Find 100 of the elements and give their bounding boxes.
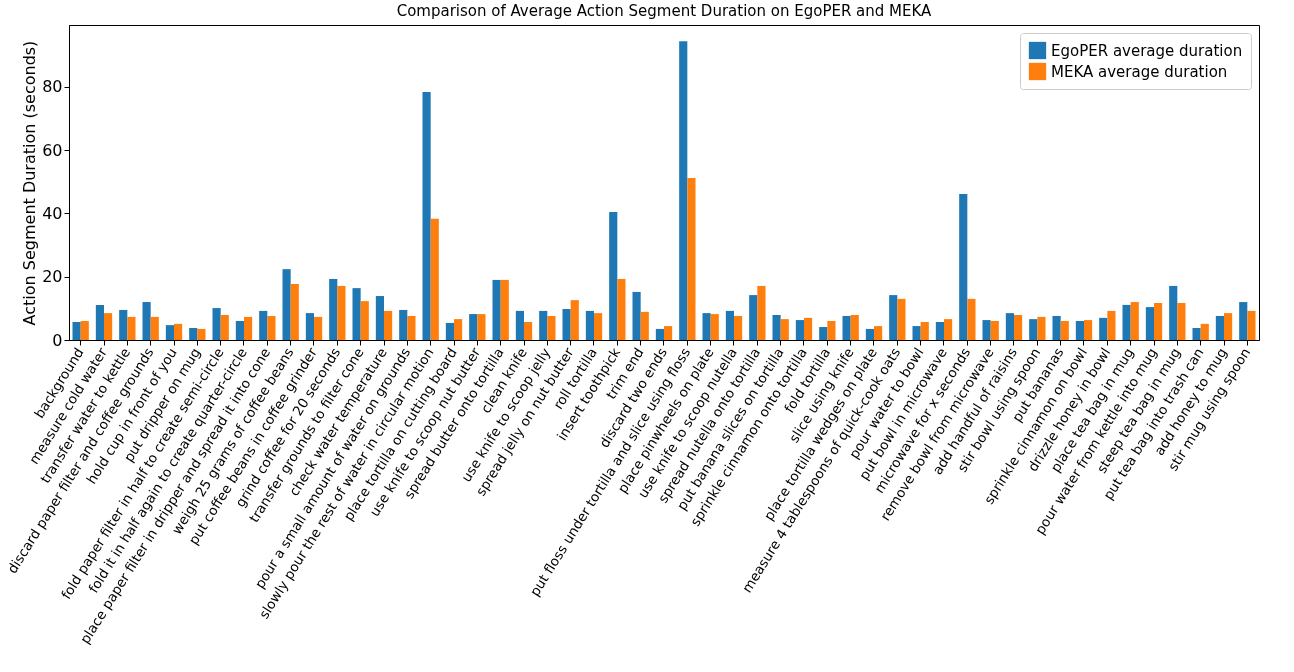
bar <box>664 326 673 340</box>
bar <box>104 313 113 340</box>
bar <box>337 285 346 340</box>
y-tick-label: 80 <box>42 77 63 97</box>
y-axis-title: Action Segment Duration (seconds) <box>20 40 40 326</box>
bar <box>1130 302 1139 340</box>
bar <box>827 321 836 340</box>
bar <box>795 320 804 340</box>
bar <box>640 311 649 340</box>
bar <box>1177 303 1186 340</box>
bar <box>1084 320 1093 340</box>
bar <box>547 315 556 340</box>
bar <box>1200 323 1209 340</box>
bar <box>842 315 851 340</box>
bar <box>1052 315 1061 340</box>
bar <box>889 295 898 340</box>
bar <box>1014 315 1023 340</box>
bar <box>1099 317 1108 340</box>
bar <box>897 298 906 340</box>
bar <box>819 327 828 340</box>
bar <box>305 313 314 340</box>
bar <box>212 308 221 340</box>
bar <box>967 298 976 340</box>
bar <box>375 296 384 340</box>
bar <box>422 92 431 340</box>
bar <box>804 317 813 340</box>
bar <box>617 278 626 340</box>
bar <box>865 328 874 340</box>
bar <box>72 321 81 340</box>
bar <box>1247 310 1256 340</box>
bar <box>290 284 299 340</box>
bar <box>515 310 524 340</box>
bar <box>407 315 416 340</box>
bar <box>1029 319 1038 340</box>
bar <box>702 313 711 340</box>
bar <box>725 310 734 340</box>
bar <box>189 327 198 340</box>
bar <box>399 309 408 340</box>
bar <box>687 178 696 340</box>
bar <box>585 310 594 340</box>
bar <box>632 291 641 340</box>
bar <box>757 285 766 340</box>
bar <box>1224 313 1233 340</box>
y-tick-label: 0 <box>52 330 63 350</box>
bar <box>1215 315 1224 340</box>
bar <box>944 319 953 340</box>
bar <box>710 314 719 340</box>
bar <box>1060 321 1069 340</box>
bar <box>749 295 758 340</box>
bar <box>1192 327 1201 340</box>
bar <box>1154 303 1163 340</box>
bar <box>1169 285 1178 340</box>
bar <box>454 319 463 340</box>
bar <box>734 315 743 340</box>
bar <box>679 41 688 340</box>
legend-label: MEKA average duration <box>1051 62 1228 81</box>
bar <box>282 269 291 340</box>
bar <box>119 309 128 340</box>
bar <box>1005 313 1014 340</box>
bar <box>1145 307 1154 340</box>
bar <box>959 193 968 340</box>
bar <box>314 316 323 340</box>
bar <box>772 315 781 340</box>
bar <box>267 315 276 340</box>
bar <box>594 313 603 340</box>
bar <box>562 309 571 340</box>
bar <box>1107 310 1116 340</box>
bar <box>142 302 151 340</box>
chart-title: Comparison of Average Action Segment Duration on EgoPER and MEKA <box>396 2 933 20</box>
bar <box>655 328 664 340</box>
bar <box>360 301 369 340</box>
bar <box>1122 304 1131 340</box>
bar <box>609 211 618 340</box>
bar <box>445 322 454 340</box>
bar <box>259 310 268 340</box>
bar <box>430 218 439 340</box>
bar <box>920 321 929 340</box>
bar <box>329 278 338 340</box>
y-tick-label: 20 <box>42 267 63 287</box>
bar <box>570 300 579 340</box>
legend-label: EgoPER average duration <box>1051 41 1243 60</box>
y-tick-label: 60 <box>42 140 63 160</box>
bar <box>935 321 944 340</box>
bar <box>912 326 921 340</box>
bar <box>982 320 991 340</box>
bar <box>220 315 229 340</box>
bar <box>1239 302 1248 340</box>
bar <box>384 310 393 340</box>
bar <box>197 328 206 340</box>
bar <box>500 279 509 340</box>
bar <box>780 319 789 340</box>
bar <box>127 316 136 340</box>
bar <box>477 314 486 340</box>
bar <box>174 323 183 340</box>
bar <box>352 288 361 340</box>
bar <box>150 316 159 340</box>
bar <box>850 315 859 340</box>
y-tick-label: 40 <box>42 203 63 223</box>
bar <box>469 314 478 340</box>
bar <box>165 325 174 340</box>
